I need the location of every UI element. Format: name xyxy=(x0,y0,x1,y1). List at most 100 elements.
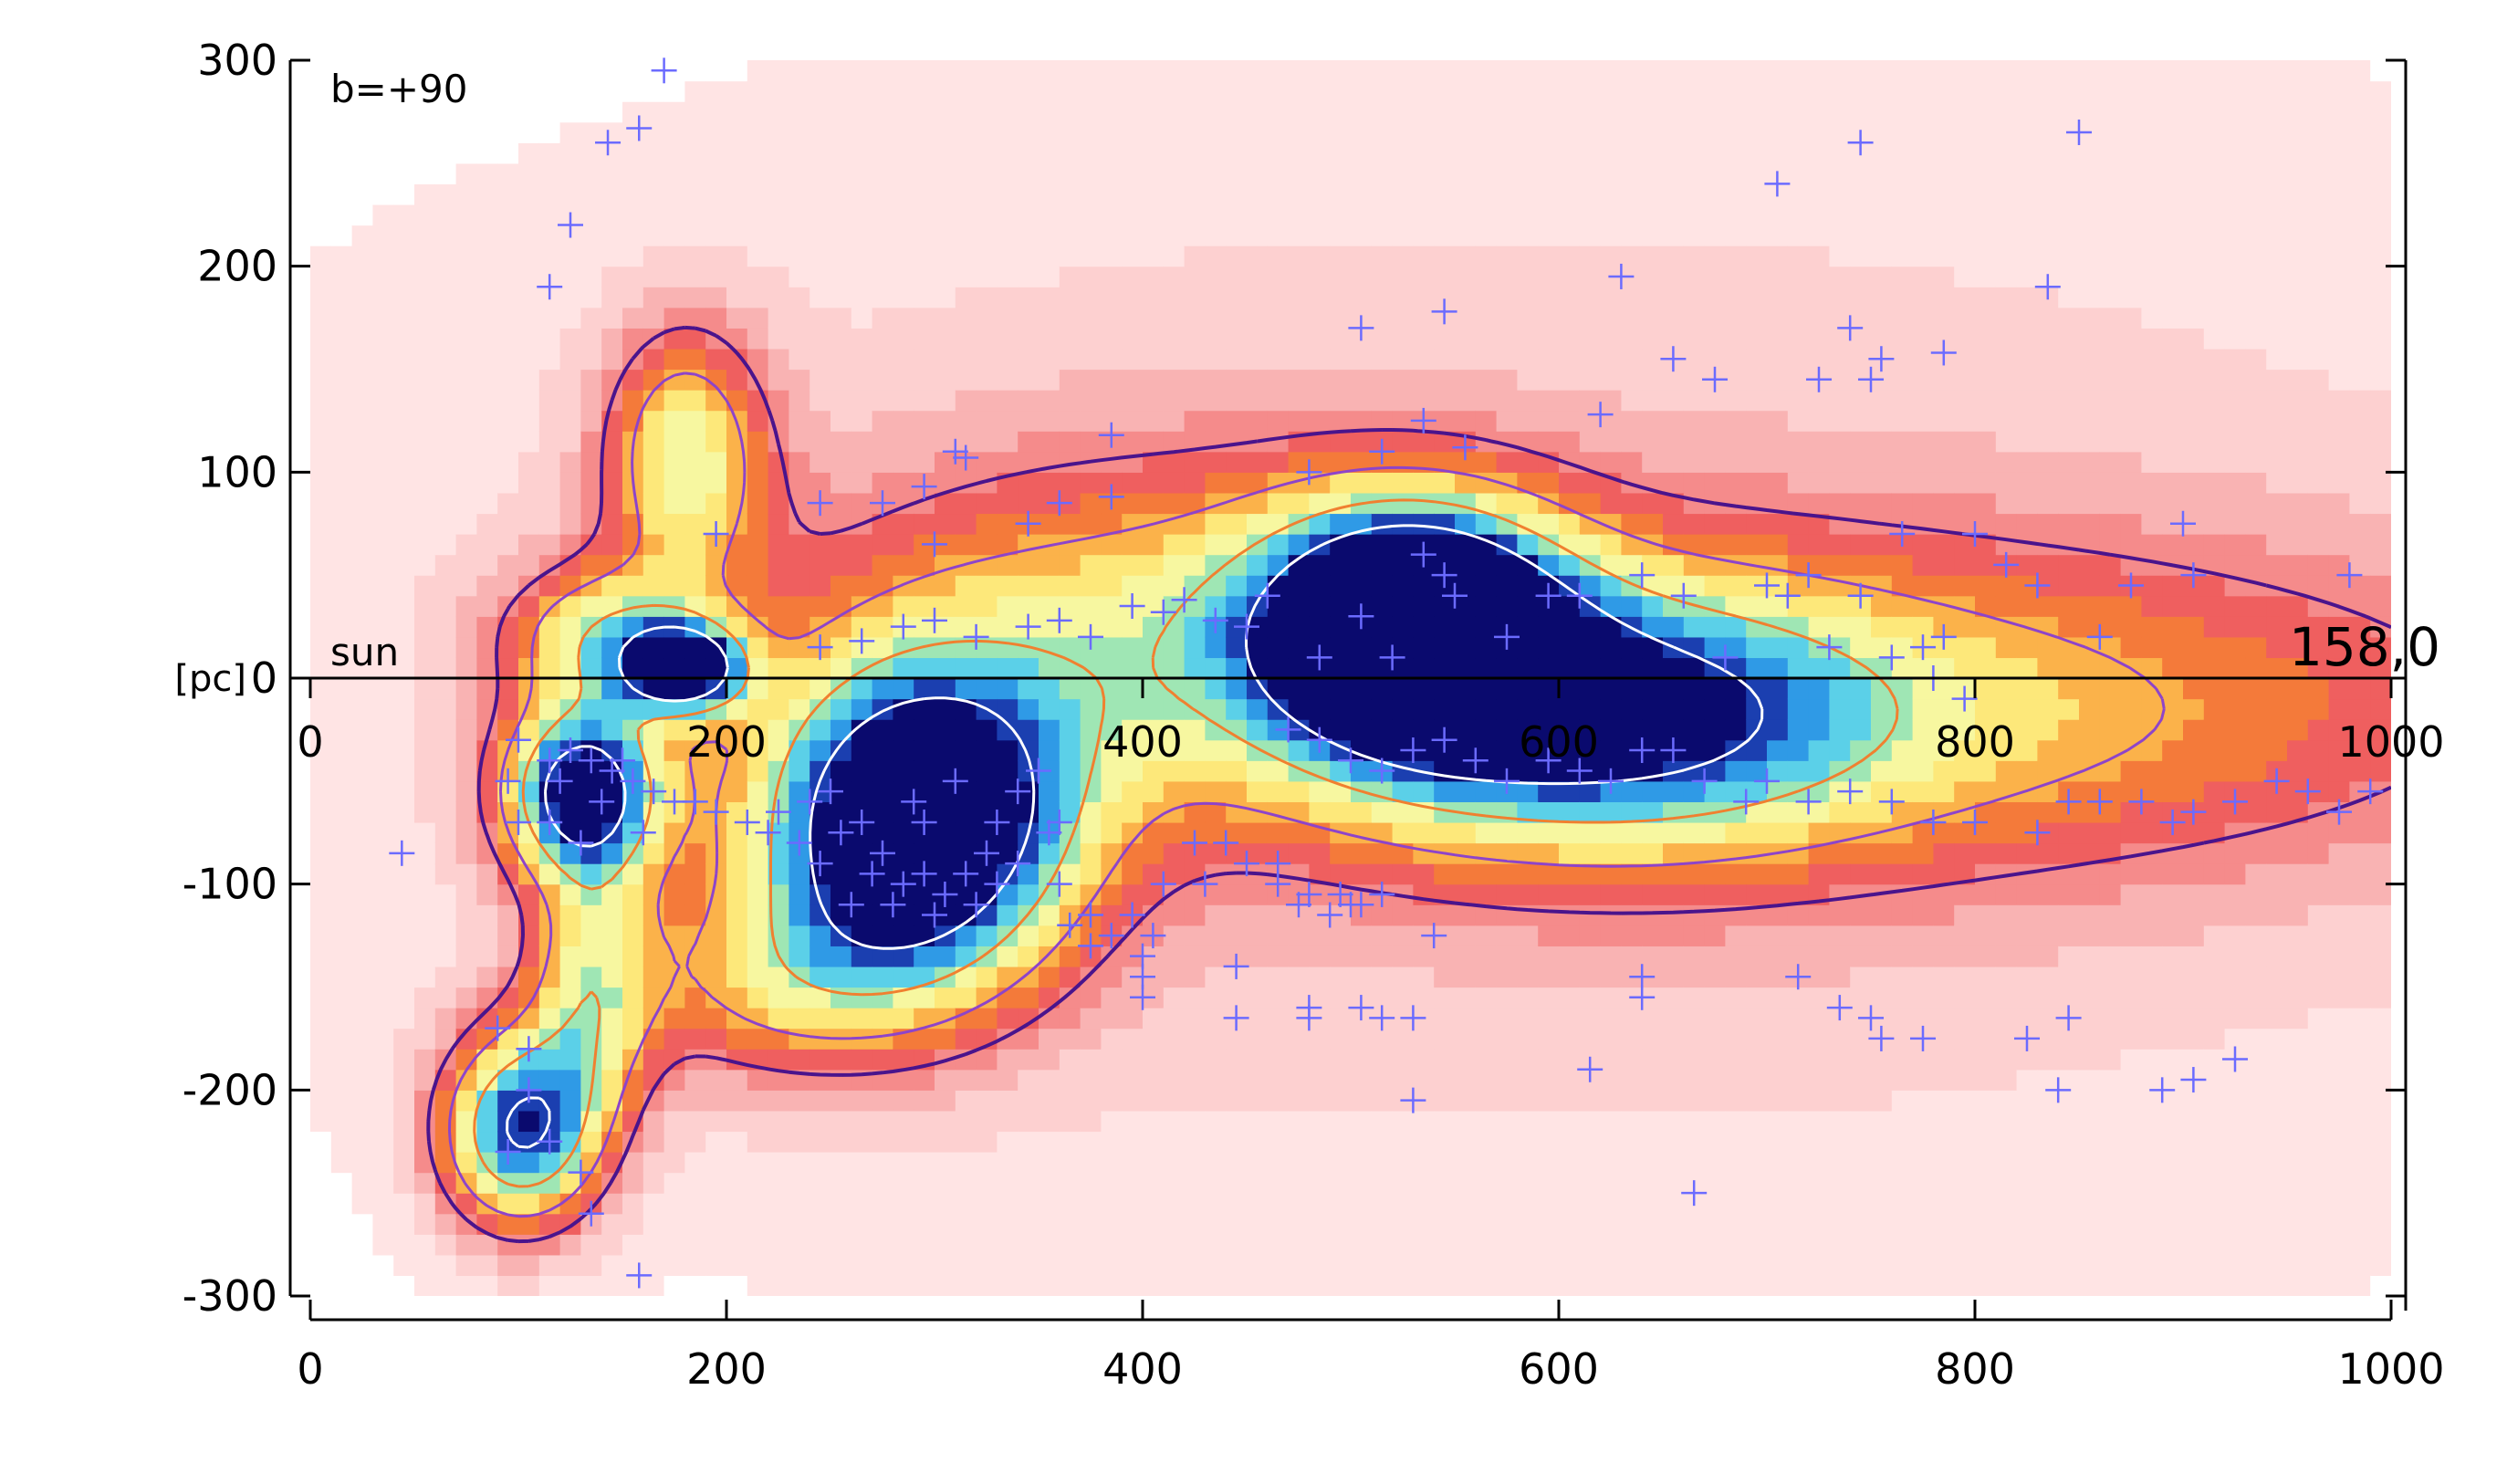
heatmap-cell xyxy=(455,246,477,267)
heatmap-cell xyxy=(414,760,436,782)
heatmap-cell xyxy=(851,760,873,782)
heatmap-cell xyxy=(455,451,477,473)
heatmap-cell xyxy=(1267,142,1290,164)
heatmap-cell xyxy=(455,307,477,329)
heatmap-cell xyxy=(1080,431,1102,453)
heatmap-cell xyxy=(1434,1254,1456,1277)
heatmap-cell xyxy=(1787,142,1810,164)
heatmap-cell xyxy=(1101,678,1123,700)
heatmap-cell xyxy=(580,204,602,226)
heatmap-cell xyxy=(330,513,353,535)
heatmap-cell xyxy=(1891,719,1914,741)
heatmap-cell xyxy=(1392,780,1414,802)
heatmap-cell xyxy=(976,204,998,226)
heatmap-cell xyxy=(851,616,873,638)
heatmap-cell xyxy=(976,863,998,885)
heatmap-cell xyxy=(997,842,1018,864)
heatmap-cell xyxy=(1018,307,1039,329)
heatmap-cell xyxy=(768,513,789,535)
heatmap-cell xyxy=(1704,987,1726,1008)
heatmap-cell xyxy=(1288,1110,1310,1133)
heatmap-cell xyxy=(1559,492,1581,515)
heatmap-cell xyxy=(434,739,457,761)
heatmap-cell xyxy=(955,328,977,350)
heatmap-cell xyxy=(1247,225,1269,246)
heatmap-cell xyxy=(497,307,519,329)
heatmap-cell xyxy=(310,1254,332,1277)
heatmap-cell xyxy=(2016,925,2038,946)
heatmap-cell xyxy=(1163,1193,1186,1215)
heatmap-cell xyxy=(1808,1254,1830,1277)
heatmap-cell xyxy=(1496,719,1518,741)
heatmap-cell xyxy=(684,162,706,184)
heatmap-cell xyxy=(580,780,602,802)
heatmap-cell xyxy=(601,328,623,350)
heatmap-cell xyxy=(1995,451,2018,473)
heatmap-cell xyxy=(810,60,831,82)
heatmap-cell xyxy=(1829,842,1851,864)
heatmap-cell xyxy=(1143,390,1165,412)
heatmap-cell xyxy=(1122,883,1144,905)
heatmap-cell xyxy=(1351,183,1373,205)
heatmap-cell xyxy=(1725,1234,1747,1256)
heatmap-cell xyxy=(747,966,769,988)
heatmap-cell xyxy=(1829,142,1851,164)
heatmap-cell xyxy=(935,60,956,82)
heatmap-cell xyxy=(1704,162,1726,184)
heatmap-cell xyxy=(1954,431,1976,453)
heatmap-cell xyxy=(1995,1131,2018,1153)
heatmap-cell xyxy=(1309,1028,1331,1050)
heatmap-cell xyxy=(1351,451,1373,473)
heatmap-cell xyxy=(1413,904,1435,926)
heatmap-cell xyxy=(1517,287,1539,308)
heatmap-cell xyxy=(330,595,353,617)
heatmap-cell xyxy=(976,142,998,164)
heatmap-cell xyxy=(997,225,1018,246)
heatmap-cell xyxy=(914,246,935,267)
heatmap-cell xyxy=(1559,801,1581,823)
heatmap-cell xyxy=(1850,328,1872,350)
heatmap-cell xyxy=(684,1069,706,1091)
heatmap-cell xyxy=(1767,821,1789,844)
heatmap-cell xyxy=(1975,842,1997,864)
heatmap-cell xyxy=(1496,575,1518,597)
heatmap-cell xyxy=(684,328,706,350)
heatmap-cell xyxy=(1808,1213,1830,1235)
heatmap-cell xyxy=(1912,1110,1934,1133)
heatmap-cell xyxy=(1143,328,1165,350)
heatmap-cell xyxy=(747,101,769,123)
heatmap-cell xyxy=(935,513,956,535)
heatmap-cell xyxy=(1496,842,1518,864)
heatmap-cell xyxy=(1392,904,1414,926)
heatmap-cell xyxy=(684,987,706,1008)
heatmap-cell xyxy=(1850,1275,1872,1296)
heatmap-cell xyxy=(1767,307,1789,329)
heatmap-cell xyxy=(1226,698,1248,720)
heatmap-cell xyxy=(955,121,977,143)
heatmap-cell xyxy=(1808,1131,1830,1153)
heatmap-cell xyxy=(538,369,561,391)
heatmap-cell xyxy=(1933,966,1955,988)
heatmap-cell xyxy=(1309,678,1331,700)
heatmap-cell xyxy=(1954,266,1976,287)
heatmap-cell xyxy=(642,636,665,659)
heatmap-cell xyxy=(684,390,706,412)
heatmap-cell xyxy=(538,225,561,246)
heatmap-cell xyxy=(1725,1254,1747,1277)
heatmap-cell xyxy=(1122,410,1144,432)
heatmap-cell xyxy=(1371,657,1394,679)
heatmap-cell xyxy=(1850,390,1872,412)
heatmap-cell xyxy=(663,739,685,761)
heatmap-cell xyxy=(663,657,685,679)
heatmap-cell xyxy=(2037,1049,2059,1071)
heatmap-cell xyxy=(1059,1028,1081,1050)
heatmap-cell xyxy=(1621,287,1643,308)
heatmap-cell xyxy=(1496,1234,1518,1256)
heatmap-cell xyxy=(1559,904,1581,926)
heatmap-cell xyxy=(393,966,415,988)
heatmap-cell xyxy=(476,472,498,494)
heatmap-cell xyxy=(1579,616,1602,638)
heatmap-cell xyxy=(1496,1110,1518,1133)
heatmap-cell xyxy=(310,121,332,143)
heatmap-cell xyxy=(1226,266,1248,287)
